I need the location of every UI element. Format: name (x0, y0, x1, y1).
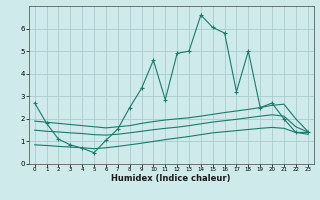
X-axis label: Humidex (Indice chaleur): Humidex (Indice chaleur) (111, 174, 231, 183)
